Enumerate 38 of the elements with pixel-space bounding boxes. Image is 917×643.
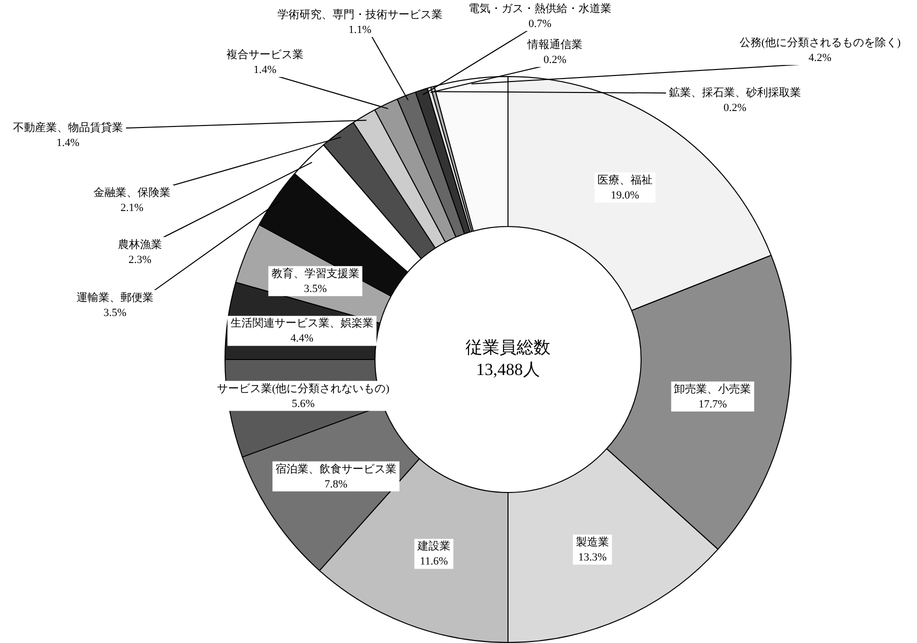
slice-label: 電気・ガス・熱供給・水道業 xyxy=(468,2,612,15)
data-label: 2.3% xyxy=(128,254,152,266)
slice-label: 医療、福祉 xyxy=(597,173,652,186)
slice-label: サービス業(他に分類されないもの) xyxy=(217,382,390,395)
data-label: 1.1% xyxy=(348,24,372,36)
data-label: 0.2% xyxy=(544,54,566,66)
data-label: 17.7% xyxy=(698,398,727,410)
text: 13,488人 xyxy=(476,360,540,379)
slice-label: 鉱業、採石業、砂利採取業 xyxy=(669,86,801,99)
data-label: 13.3% xyxy=(578,552,607,564)
data-label: 5.6% xyxy=(292,398,315,410)
slice-label: 情報通信業 xyxy=(526,38,582,51)
data-label: 0.7% xyxy=(528,18,552,30)
data-label: 11.6% xyxy=(420,556,448,568)
data-label: 0.2% xyxy=(724,102,746,114)
data-label: 4.4% xyxy=(290,332,314,345)
slice-label: 公務(他に分類されるものを除く) xyxy=(739,36,901,49)
data-label: 1.4% xyxy=(56,136,80,149)
slice-label: 宿泊業、飲食サービス業 xyxy=(275,462,396,476)
slice-label: 建設業 xyxy=(416,540,450,553)
data-label: 1.4% xyxy=(254,64,276,76)
data-label: 2.1% xyxy=(120,202,144,214)
slice-label: 製造業 xyxy=(576,536,609,548)
slice-label: 学術研究、専門・技術サービス業 xyxy=(278,8,442,21)
data-label: 19.0% xyxy=(610,189,640,202)
slice-label: 金融業、保険業 xyxy=(94,186,170,199)
slice-label: 農林漁業 xyxy=(118,238,162,251)
slice-label: 複合サービス業 xyxy=(226,48,304,61)
slice-label: 生活関連サービス業、娯楽業 xyxy=(230,316,374,330)
slice-label: 教育、学習支援業 xyxy=(271,267,360,280)
slice-label: 不動産業、物品賃貸業 xyxy=(13,120,123,134)
slice-label: 運輸業、郵便業 xyxy=(76,290,154,304)
data-label: 4.2% xyxy=(808,52,832,64)
slice-label: 卸売業、小売業 xyxy=(674,382,752,396)
data-label: 3.5% xyxy=(104,306,126,319)
data-label: 3.5% xyxy=(304,283,327,295)
text: 従業員総数 xyxy=(466,338,550,357)
data-label: 7.8% xyxy=(324,478,348,490)
